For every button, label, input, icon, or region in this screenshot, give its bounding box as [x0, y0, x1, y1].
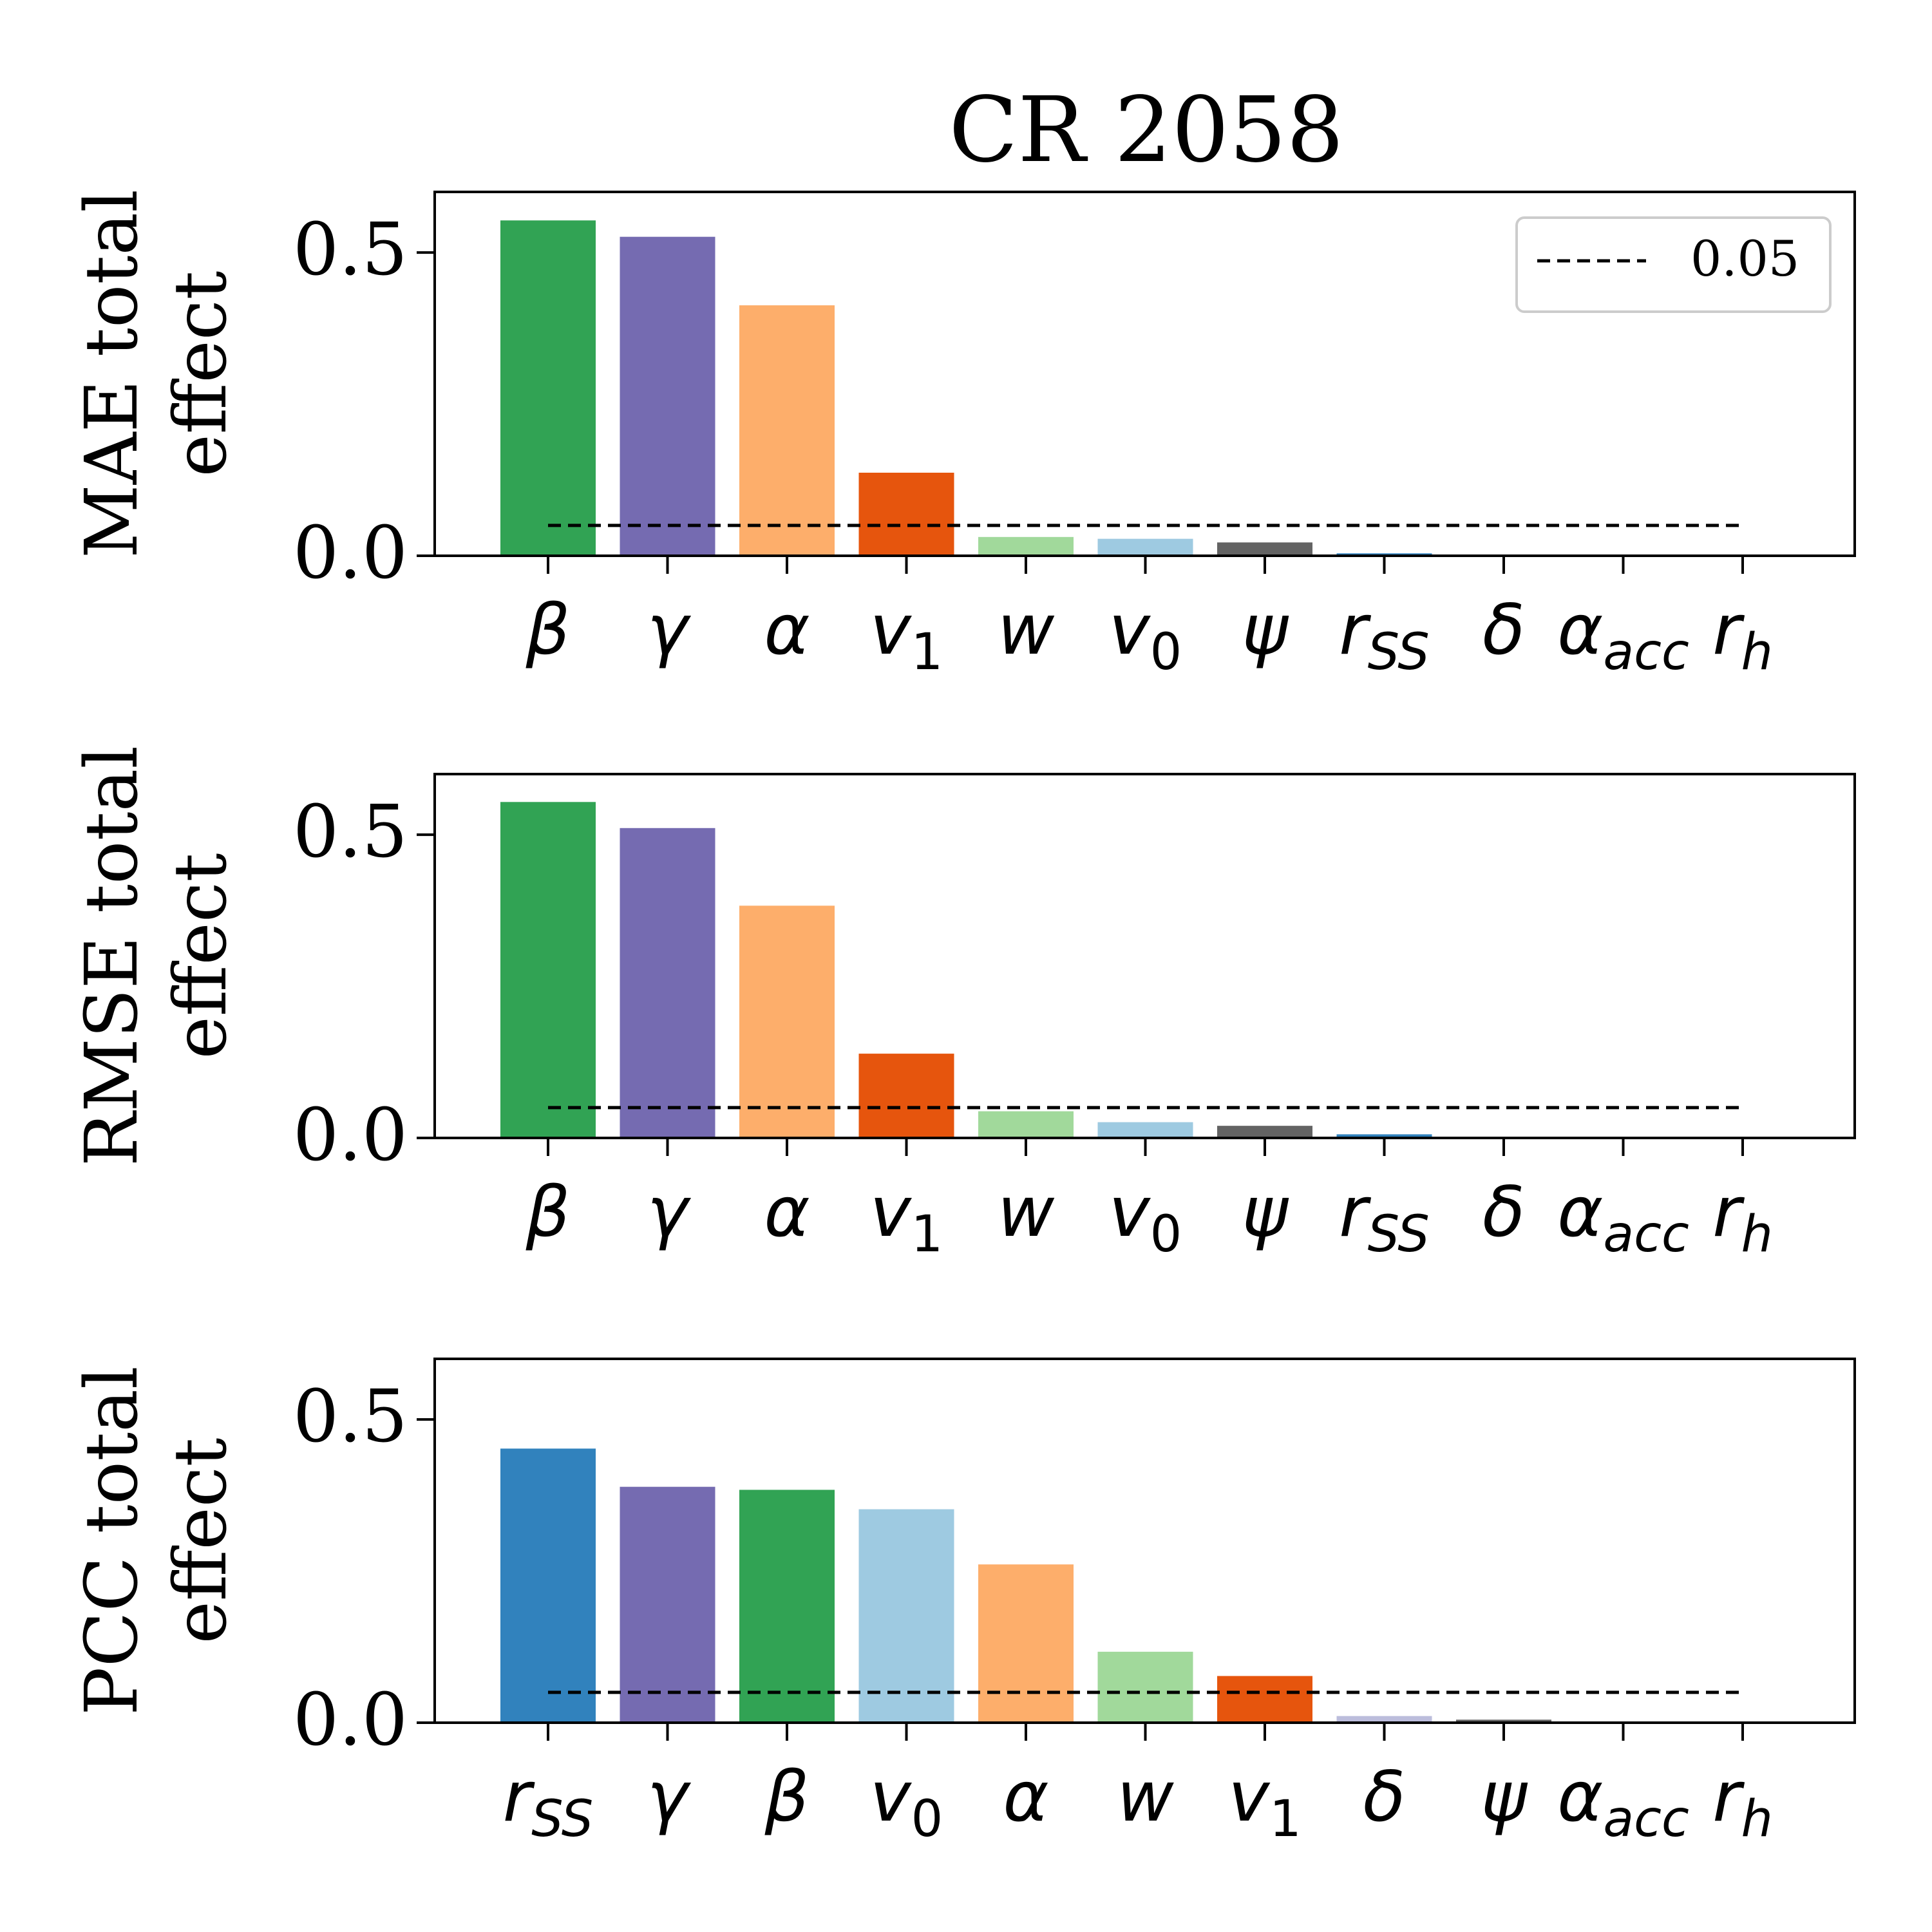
bar-3-7: [1217, 1676, 1312, 1723]
x-tick-label: α: [764, 1172, 810, 1253]
x-tick-label: γ: [647, 590, 692, 670]
x-tick-label: β: [764, 1757, 810, 1837]
bar-1-1: [500, 220, 596, 556]
bar-1-2: [620, 236, 715, 556]
panel-3: 0.0 0.5 rSS γ β v0 α w v1 δ ψ αacc rh PCC totaleffect: [70, 1358, 1856, 1848]
bar-1-7: [1217, 542, 1312, 556]
x-tick-label: α: [764, 590, 810, 670]
x-tick-label: γ: [647, 1757, 692, 1837]
bar-2-6: [1097, 1122, 1193, 1138]
x-tick-label: w: [998, 590, 1055, 670]
bar-2-4: [858, 1054, 954, 1138]
x-tick-label: w: [1117, 1757, 1174, 1837]
bar-2-3: [739, 905, 835, 1138]
x-tick-label: rSS: [1339, 590, 1430, 681]
bar-1-5: [978, 536, 1074, 556]
x-tick-label: rSS: [503, 1757, 594, 1848]
bar-1-3: [739, 305, 835, 556]
bar-3-5: [978, 1564, 1074, 1723]
x-tick-label: αacc: [1557, 590, 1689, 681]
x-tick-label: v1: [870, 590, 943, 681]
y-tick-label: 0.0: [293, 511, 408, 595]
bar-2-1: [500, 802, 596, 1138]
bar-3-9: [1456, 1719, 1551, 1723]
x-tick-label: v1: [870, 1172, 943, 1264]
x-tick-label: v0: [1109, 1172, 1182, 1264]
x-tick-label: δ: [1363, 1757, 1405, 1837]
bar-3-6: [1097, 1651, 1193, 1723]
x-tick-label: β: [526, 590, 571, 670]
x-tick-label: ψ: [1481, 1757, 1528, 1837]
bar-2-7: [1217, 1126, 1312, 1138]
x-tick-label: rh: [1712, 1172, 1773, 1264]
x-tick-label: w: [998, 1172, 1055, 1253]
x-tick-label: v1: [1228, 1757, 1302, 1848]
y-tick-label: 0.5: [293, 1375, 408, 1459]
x-tick-label: rSS: [1339, 1172, 1430, 1264]
bar-2-5: [978, 1111, 1074, 1138]
bar-3-8: [1336, 1716, 1432, 1723]
x-tick-label: rh: [1712, 1757, 1773, 1848]
bar-3-1: [500, 1448, 596, 1723]
panel-1: 0.0 0.5 β γ α v1 w v0 ψ rSS δ αacc rh MAE totaleffect…: [70, 189, 1856, 681]
x-tick-label: δ: [1482, 590, 1525, 670]
x-tick-label: α: [1003, 1757, 1048, 1837]
bar-3-4: [858, 1509, 954, 1723]
y-tick-label: 0.5: [293, 208, 408, 292]
y-axis-label: RMSE totaleffect: [70, 746, 243, 1166]
x-tick-label: αacc: [1557, 1757, 1689, 1848]
bar-1-4: [858, 472, 954, 556]
x-tick-label: ψ: [1242, 1172, 1289, 1253]
bar-3-2: [620, 1486, 715, 1723]
x-tick-label: v0: [1109, 590, 1182, 681]
y-axis-label: MAE totaleffect: [70, 189, 243, 558]
legend-box: [1515, 216, 1832, 313]
bar-1-6: [1097, 538, 1193, 556]
y-tick-label: 0.5: [293, 790, 408, 874]
bar-3-3: [739, 1490, 835, 1723]
panel-2: 0.0 0.5 β γ α v1 w v0 ψ rSS δ αacc rh RMSE totaleffec…: [70, 746, 1856, 1264]
x-tick-label: δ: [1482, 1172, 1525, 1253]
y-axis-label: PCC totaleffect: [70, 1366, 243, 1715]
bar-2-8: [1336, 1134, 1432, 1138]
x-tick-label: rh: [1712, 590, 1773, 681]
bar-2-2: [620, 828, 715, 1138]
x-tick-label: αacc: [1557, 1172, 1689, 1264]
legend-label: 0.05: [1690, 230, 1799, 287]
x-tick-label: v0: [870, 1757, 943, 1848]
legend: 0.05: [1515, 216, 1832, 313]
x-tick-label: γ: [647, 1172, 692, 1253]
x-tick-label: β: [526, 1172, 571, 1253]
y-tick-label: 0.0: [293, 1094, 408, 1177]
figure-title: CR 2058: [949, 78, 1343, 183]
y-tick-label: 0.0: [293, 1678, 408, 1762]
x-tick-label: ψ: [1242, 590, 1289, 670]
